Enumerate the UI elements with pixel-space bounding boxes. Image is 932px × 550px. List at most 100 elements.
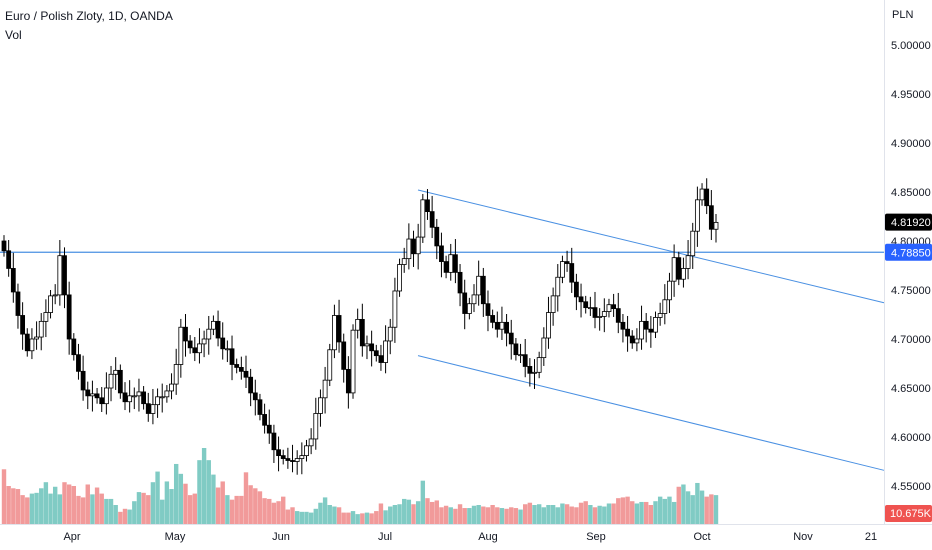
candle-body xyxy=(648,328,654,333)
candle-body xyxy=(108,373,114,389)
candle-body xyxy=(294,458,300,462)
volume-bar xyxy=(136,492,142,524)
volume-bar xyxy=(704,496,709,524)
candle-body xyxy=(150,404,156,414)
candle-body xyxy=(676,257,682,280)
volume-bar xyxy=(62,482,67,524)
candle-body xyxy=(671,257,677,282)
candle-body xyxy=(462,292,468,314)
volume-bar xyxy=(402,498,407,524)
current-price-label: 4.81920 xyxy=(891,217,931,229)
time-tick-label: May xyxy=(165,531,186,543)
candle-body xyxy=(52,294,58,297)
volume-bar xyxy=(699,490,705,524)
candle-body xyxy=(513,343,519,356)
volume-bar xyxy=(290,507,295,524)
time-tick-label: Sep xyxy=(586,531,606,543)
candle-body xyxy=(587,307,593,310)
candle-body xyxy=(578,296,584,303)
volume-bar xyxy=(48,493,53,524)
volume-bar xyxy=(253,488,258,524)
candle-body xyxy=(183,326,188,342)
volume-bar xyxy=(211,474,216,524)
volume-bar xyxy=(215,487,221,524)
candle-body xyxy=(76,354,81,372)
price-tick-label: 4.55000 xyxy=(891,481,931,493)
volume-bar xyxy=(509,507,514,524)
volume-bar xyxy=(476,505,481,524)
volume-bar xyxy=(85,484,90,524)
volume-bar xyxy=(197,460,202,524)
volume-bar xyxy=(52,486,58,524)
candle-body xyxy=(713,221,719,230)
candle-body xyxy=(499,321,505,330)
candle-body xyxy=(406,238,412,260)
trend-channel xyxy=(417,189,885,471)
candle-body xyxy=(313,413,319,440)
volume-bar xyxy=(611,503,616,524)
volume-bar xyxy=(257,491,263,524)
channel-lower-line[interactable] xyxy=(417,355,885,471)
volume-bars xyxy=(1,448,719,524)
volume-bar xyxy=(1,469,7,524)
candle-body xyxy=(103,387,109,405)
candle-body xyxy=(611,304,617,310)
volume-bar xyxy=(108,498,114,524)
candle-body xyxy=(234,364,240,368)
volume-bar xyxy=(560,503,565,524)
candle-body xyxy=(15,291,21,316)
candle-body xyxy=(206,328,212,340)
volume-bar xyxy=(360,513,365,524)
candle-body xyxy=(657,313,663,318)
candle-body xyxy=(57,255,63,296)
candle-body xyxy=(518,354,523,357)
volume-bar xyxy=(602,506,607,524)
candle-body xyxy=(373,350,379,357)
candle-body xyxy=(187,340,193,349)
candle-body xyxy=(592,307,598,318)
candle-body xyxy=(527,366,533,374)
volume-bar xyxy=(169,489,174,524)
candle-body xyxy=(504,321,509,334)
volume-indicator-label: Vol xyxy=(5,28,22,42)
candle-body xyxy=(601,311,607,317)
volume-bar xyxy=(630,501,635,524)
volume-bar xyxy=(643,501,649,524)
current-price-badge: 4.81920 xyxy=(885,213,932,231)
candle-body xyxy=(38,320,44,338)
volume-bar xyxy=(597,505,602,524)
volume-bar xyxy=(532,505,537,524)
volume-bar xyxy=(471,505,477,524)
candle-body xyxy=(662,299,668,314)
candle-body xyxy=(452,254,458,273)
volume-bar xyxy=(234,495,239,524)
volume-bar xyxy=(313,508,318,524)
candle-body xyxy=(667,280,672,301)
candle-body xyxy=(369,343,375,352)
volume-bar xyxy=(39,488,44,524)
volume-bar xyxy=(634,503,640,524)
volume-bar xyxy=(308,512,314,524)
time-axis-ticks[interactable]: Apr May Jun Jul Aug Sep Oct Nov 21 xyxy=(63,531,877,543)
volume-bar xyxy=(66,484,72,524)
time-tick-label: Oct xyxy=(693,531,710,543)
volume-bar xyxy=(676,486,681,524)
candle-body xyxy=(197,343,202,354)
volume-bar xyxy=(536,504,542,524)
candle-body xyxy=(345,368,351,394)
volume-bar xyxy=(495,507,500,524)
volume-bar xyxy=(397,504,402,524)
candle-body xyxy=(466,303,472,314)
candle-body xyxy=(429,211,435,228)
candle-body xyxy=(94,393,100,399)
volume-bar xyxy=(616,498,621,524)
volume-bar xyxy=(546,505,551,524)
price-axis-ticks[interactable]: 5.000004.950004.900004.850004.800004.750… xyxy=(891,40,931,493)
candle-body xyxy=(434,226,440,247)
candle-body xyxy=(629,335,635,344)
volume-bar xyxy=(206,460,211,524)
candle-body xyxy=(290,460,295,462)
volume-bar xyxy=(229,499,235,524)
channel-upper-line[interactable] xyxy=(417,189,885,304)
